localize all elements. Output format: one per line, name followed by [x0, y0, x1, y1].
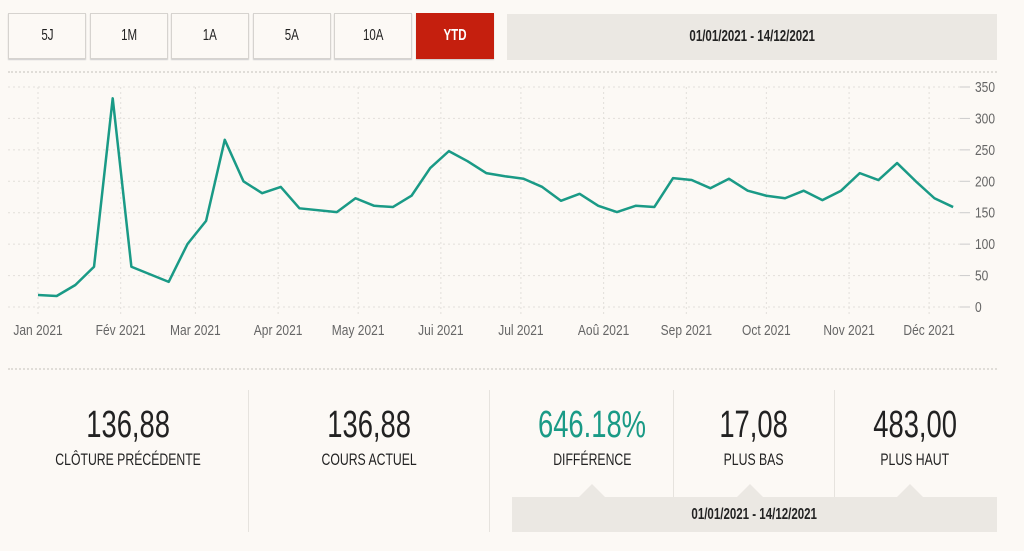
x-tick-label: Nov 2021 [823, 322, 874, 339]
stat-label: CLÔTURE PRÉCÉDENTE [55, 450, 201, 469]
button-label: 10A [362, 27, 384, 44]
stat-difference: 646.18% DIFFÉRENCE [512, 390, 673, 532]
x-tick-label: Oct 2021 [742, 322, 791, 339]
stat-value: 483,00 [873, 404, 957, 446]
date-range-picker[interactable]: 01/01/2021 - 14/12/2021 [507, 14, 997, 60]
period-10a-button[interactable]: 10A [334, 13, 412, 59]
pointer-arrow [737, 484, 763, 497]
stats-date-range-label: 01/01/2021 - 14/12/2021 [691, 505, 818, 523]
price-line [37, 97, 954, 298]
x-tick-label: Mar 2021 [170, 322, 221, 339]
y-tick-label: 300 [975, 110, 995, 127]
x-tick-label: Sep 2021 [661, 322, 712, 339]
price-chart: 0 50 100 150 200 250 300 350 Jan 2021 Fév 2021 Mar… [8, 79, 995, 339]
stat-label: PLUS BAS [724, 450, 784, 469]
y-tick-label: 100 [975, 236, 995, 253]
divider [489, 390, 490, 532]
divider [8, 71, 997, 73]
stat-previous-close: 136,88 CLÔTURE PRÉCÉDENTE [8, 390, 248, 532]
button-label: 1M [120, 27, 137, 44]
x-tick-label: Jan 2021 [13, 322, 62, 339]
y-tick-label: 150 [975, 204, 995, 221]
divider [248, 390, 249, 532]
stat-current-price: 136,88 COURS ACTUEL [249, 390, 489, 532]
x-tick-label: May 2021 [332, 322, 385, 339]
period-5a-button[interactable]: 5A [253, 13, 331, 59]
period-5j-button[interactable]: 5J [8, 13, 86, 59]
x-tick-label: Jui 2021 [418, 322, 463, 339]
period-1a-button[interactable]: 1A [171, 13, 249, 59]
stat-low: 17,08 PLUS BAS [674, 390, 834, 532]
y-tick-label: 0 [975, 299, 982, 316]
divider [8, 368, 997, 370]
y-tick-label: 350 [975, 79, 995, 96]
stat-high: 483,00 PLUS HAUT [835, 390, 995, 532]
stat-value: 646.18% [538, 404, 647, 446]
period-ytd-button[interactable]: YTD [416, 13, 494, 59]
divider [834, 390, 835, 498]
stats-date-range: 01/01/2021 - 14/12/2021 [512, 497, 997, 532]
stat-label: DIFFÉRENCE [553, 450, 632, 469]
button-label: 5J [40, 27, 54, 44]
y-tick-label: 200 [975, 173, 995, 190]
x-tick-label: Déc 2021 [903, 322, 954, 339]
period-1m-button[interactable]: 1M [90, 13, 168, 59]
stat-value: 136,88 [327, 404, 411, 446]
x-tick-label: Fév 2021 [96, 322, 146, 339]
stat-label: PLUS HAUT [880, 450, 950, 469]
x-tick-label: Apr 2021 [254, 322, 303, 339]
y-tick-label: 50 [975, 267, 989, 284]
date-range-label: 01/01/2021 - 14/12/2021 [689, 28, 815, 45]
stat-value: 136,88 [86, 404, 170, 446]
pointer-arrow [897, 484, 923, 497]
stat-label: COURS ACTUEL [321, 450, 417, 469]
button-label: YTD [443, 27, 467, 44]
x-tick-label: Jul 2021 [498, 322, 543, 339]
y-tick-label: 250 [975, 142, 995, 159]
button-label: 1A [202, 27, 218, 44]
stat-value: 17,08 [719, 404, 789, 446]
button-label: 5A [284, 27, 300, 44]
pointer-arrow [579, 484, 605, 497]
x-tick-label: Aoû 2021 [578, 322, 629, 339]
divider [673, 390, 674, 498]
